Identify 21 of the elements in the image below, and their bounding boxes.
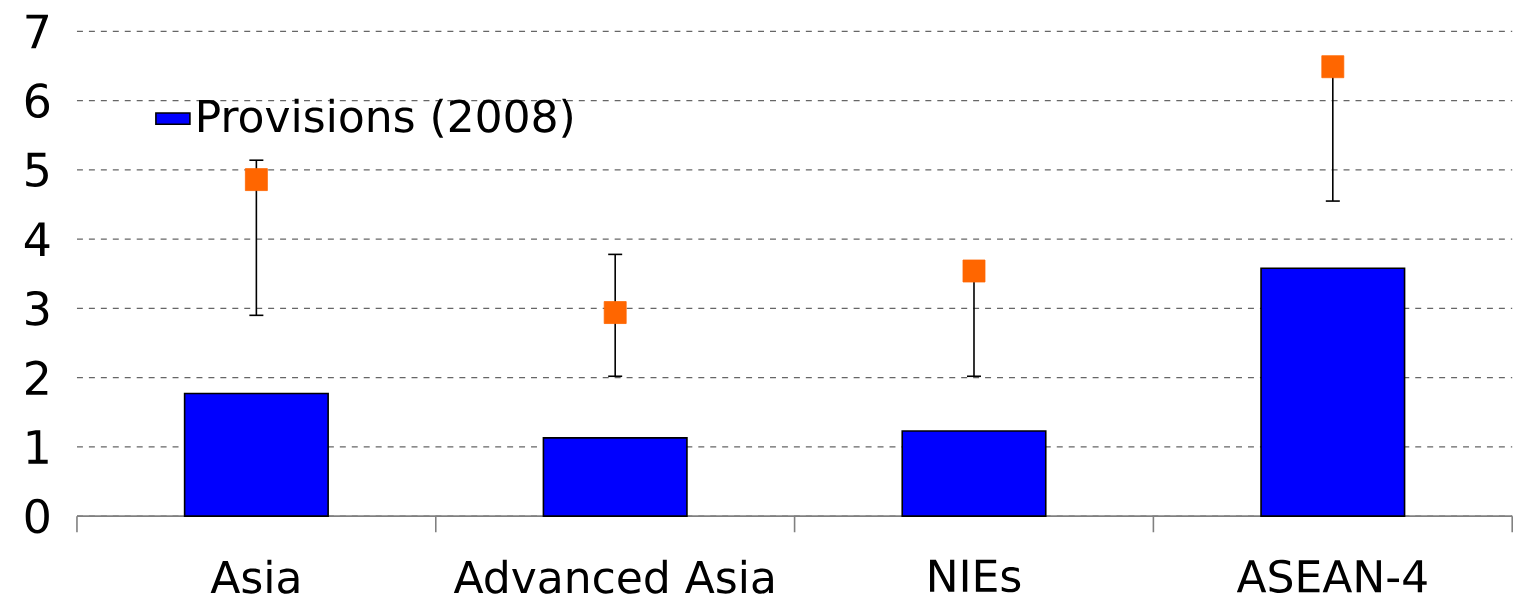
y-tick-label: 7 (26, 14, 48, 48)
y-tick-label: 5 (26, 152, 48, 187)
x-tick-label: Advanced Asia (453, 559, 773, 594)
bar (542, 436, 688, 517)
bar (183, 392, 329, 517)
y-tick-label: 4 (24, 222, 50, 256)
y-tick-label: 0 (25, 498, 49, 534)
y-tick-label: 3 (26, 290, 49, 326)
point (244, 168, 268, 191)
legend-label: Provisions (2008) (198, 98, 572, 138)
point (603, 300, 627, 324)
y-tick-label: 1 (27, 429, 48, 464)
y-tick-label: 6 (25, 83, 50, 118)
y-tick-label: 2 (26, 360, 48, 395)
bar (901, 429, 1047, 517)
point (1321, 55, 1345, 78)
bar (1260, 267, 1406, 517)
x-tick-label: NIEs (930, 559, 1021, 593)
point (962, 259, 986, 283)
x-tick-label: ASEAN-4 (1236, 559, 1427, 593)
x-tick-label: Asia (210, 559, 299, 594)
